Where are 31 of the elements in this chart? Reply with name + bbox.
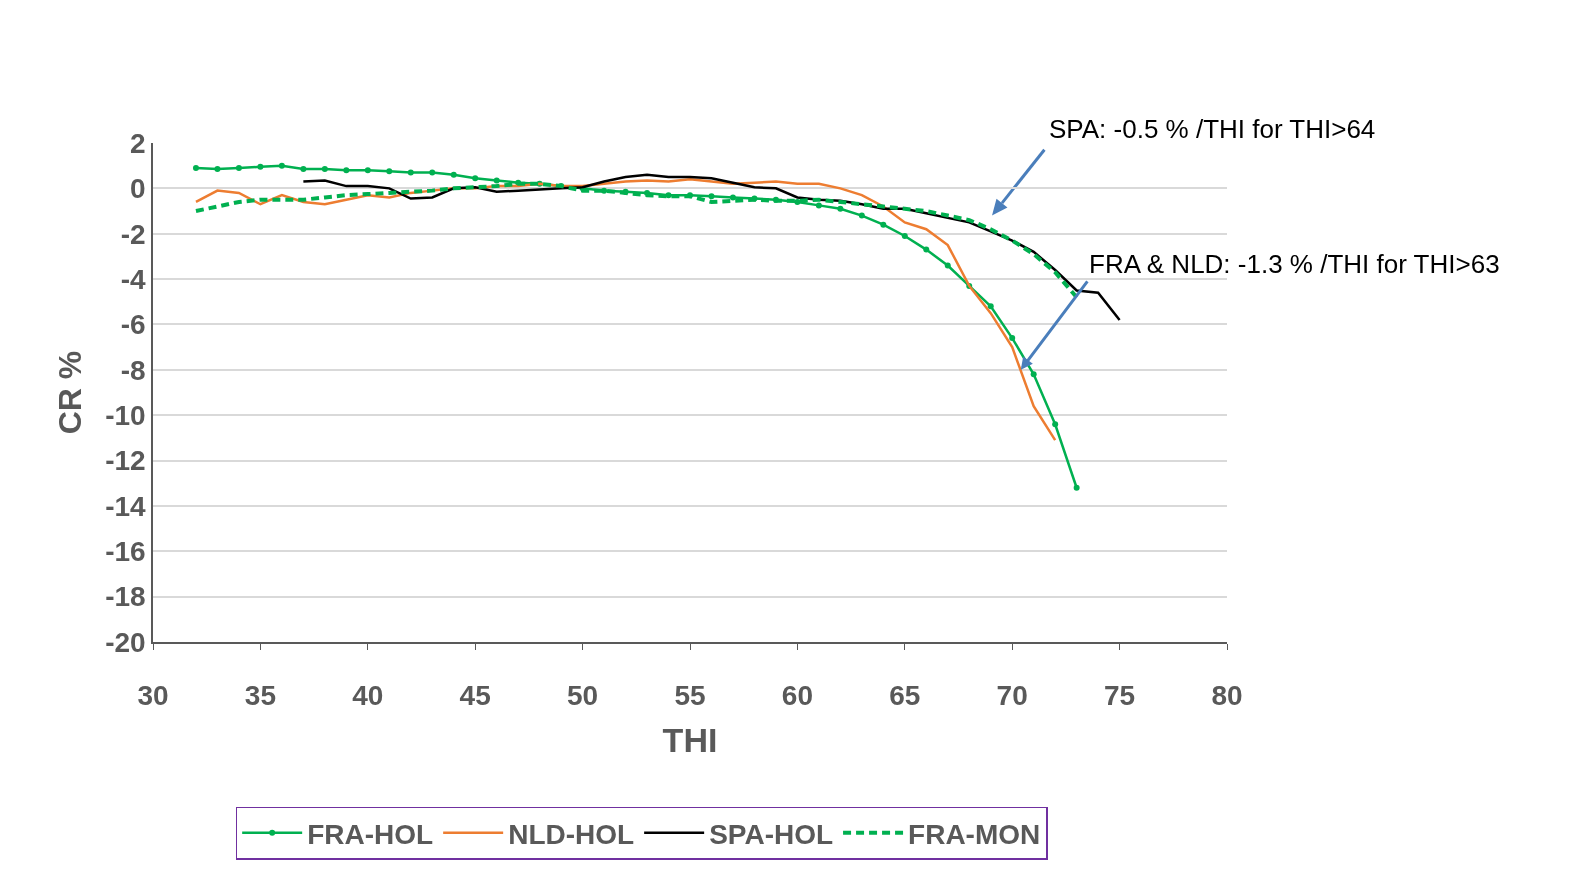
y-tick-label: 0 bbox=[130, 173, 146, 205]
x-tick-label: 40 bbox=[352, 680, 384, 712]
x-tick-label: 80 bbox=[1211, 680, 1243, 712]
x-tick-label: 65 bbox=[889, 680, 921, 712]
x-tick-label: 30 bbox=[137, 680, 169, 712]
legend-label: FRA-HOL bbox=[307, 818, 434, 850]
y-tick-label: 2 bbox=[130, 127, 146, 159]
y-tick-label: -20 bbox=[105, 626, 146, 658]
y-tick-label: -4 bbox=[120, 263, 147, 295]
y-tick-label: -12 bbox=[105, 445, 146, 477]
x-tick-label: 75 bbox=[1104, 680, 1136, 712]
x-tick-label: 55 bbox=[674, 680, 706, 712]
legend-label: FRA-MON bbox=[908, 818, 1041, 850]
x-axis-title: THI bbox=[662, 721, 718, 760]
x-tick-label: 35 bbox=[244, 680, 276, 712]
y-tick-label: -2 bbox=[120, 218, 146, 250]
annotation: FRA & NLD: -1.3 % /THI for THI>63 bbox=[1089, 249, 1500, 279]
x-tick-label: 70 bbox=[996, 680, 1028, 712]
x-tick-label: 50 bbox=[567, 680, 599, 712]
y-tick-label: -18 bbox=[105, 581, 146, 613]
y-tick-label: -14 bbox=[105, 490, 147, 522]
y-tick-label: -10 bbox=[105, 399, 146, 431]
legend-label: SPA-HOL bbox=[709, 818, 834, 850]
y-tick-label: -6 bbox=[120, 309, 146, 341]
x-tick-label: 45 bbox=[459, 680, 491, 712]
y-tick-label: -8 bbox=[120, 354, 146, 386]
y-axis-title: CR % bbox=[51, 350, 88, 435]
annotation: SPA: -0.5 % /THI for THI>64 bbox=[1049, 114, 1376, 144]
y-tick-label: -16 bbox=[105, 536, 146, 568]
x-tick-label: 60 bbox=[781, 680, 813, 712]
legend-label: NLD-HOL bbox=[508, 818, 635, 850]
